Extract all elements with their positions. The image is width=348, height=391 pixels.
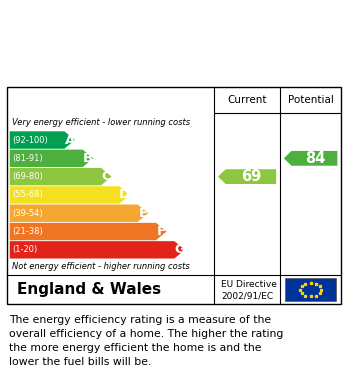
Text: (21-38): (21-38) [13, 227, 43, 236]
Text: (1-20): (1-20) [13, 245, 38, 255]
Polygon shape [10, 241, 185, 258]
Polygon shape [284, 151, 338, 166]
Text: Potential: Potential [288, 95, 333, 105]
Text: F: F [157, 225, 166, 238]
Text: G: G [174, 243, 185, 256]
Text: Energy Efficiency Rating: Energy Efficiency Rating [9, 58, 230, 73]
Polygon shape [10, 131, 75, 149]
Polygon shape [218, 169, 276, 184]
Text: The energy efficiency rating is a measure of the
overall efficiency of a home. T: The energy efficiency rating is a measur… [9, 316, 283, 368]
Text: A: A [64, 133, 75, 147]
Text: (69-80): (69-80) [13, 172, 43, 181]
Text: 84: 84 [305, 151, 325, 166]
Text: Not energy efficient - higher running costs: Not energy efficient - higher running co… [12, 262, 190, 271]
Text: Current: Current [227, 95, 267, 105]
Bar [285, 278, 336, 301]
Polygon shape [10, 186, 130, 204]
Polygon shape [10, 223, 166, 240]
Text: England & Wales: England & Wales [17, 282, 161, 297]
Text: (39-54): (39-54) [13, 209, 43, 218]
Text: EU Directive: EU Directive [221, 280, 277, 289]
Text: (92-100): (92-100) [13, 136, 48, 145]
Text: E: E [139, 207, 148, 220]
Text: (55-68): (55-68) [13, 190, 43, 199]
Text: B: B [83, 152, 93, 165]
Polygon shape [10, 150, 93, 167]
Text: D: D [119, 188, 130, 201]
Text: 2002/91/EC: 2002/91/EC [221, 291, 273, 300]
Text: Very energy efficient - lower running costs: Very energy efficient - lower running co… [12, 118, 190, 127]
Text: (81-91): (81-91) [13, 154, 43, 163]
Text: C: C [102, 170, 111, 183]
Polygon shape [10, 168, 111, 185]
Polygon shape [10, 204, 148, 222]
Text: 69: 69 [242, 169, 262, 184]
